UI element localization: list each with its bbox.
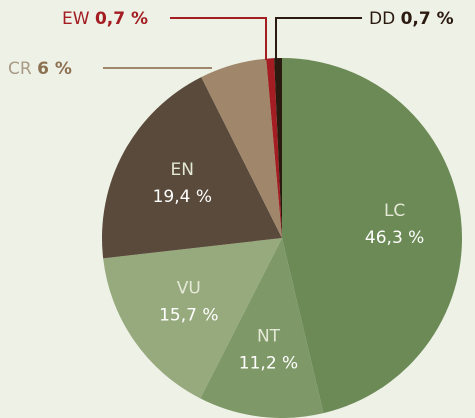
category-label: EN: [171, 160, 194, 180]
category-label: EW: [62, 9, 90, 29]
value-label: 46,3 %: [365, 228, 424, 248]
value-label: 0,7 %: [401, 9, 454, 29]
external-label: CR 6 %: [8, 59, 72, 79]
value-label: 0,7 %: [95, 9, 148, 29]
value-label: 15,7 %: [159, 306, 218, 326]
category-label: DD: [369, 9, 395, 29]
pie-slice: [201, 58, 282, 238]
value-label: 19,4 %: [153, 187, 212, 207]
pie-slice: [103, 238, 282, 399]
pie-slice: [274, 58, 282, 238]
external-label: EW 0,7 %: [62, 9, 148, 29]
pie: [101, 58, 463, 418]
category-label: LC: [384, 201, 405, 221]
pie-slice: [282, 58, 463, 414]
value-label: 6 %: [37, 59, 72, 79]
category-label: VU: [177, 279, 201, 299]
category-label: CR: [8, 59, 32, 79]
pie-slice: [200, 238, 324, 418]
external-label: DD 0,7 %: [369, 9, 454, 29]
leader-line: [170, 17, 267, 60]
value-label: 11,2 %: [239, 354, 298, 374]
pie-slice: [101, 77, 282, 259]
labels: LC 46,3 % NT 11,2 % VU 15,7 % EN 19,4 %: [153, 160, 425, 374]
category-label: NT: [257, 327, 281, 347]
leader-line: [275, 17, 362, 60]
pie-slice: [266, 58, 282, 238]
